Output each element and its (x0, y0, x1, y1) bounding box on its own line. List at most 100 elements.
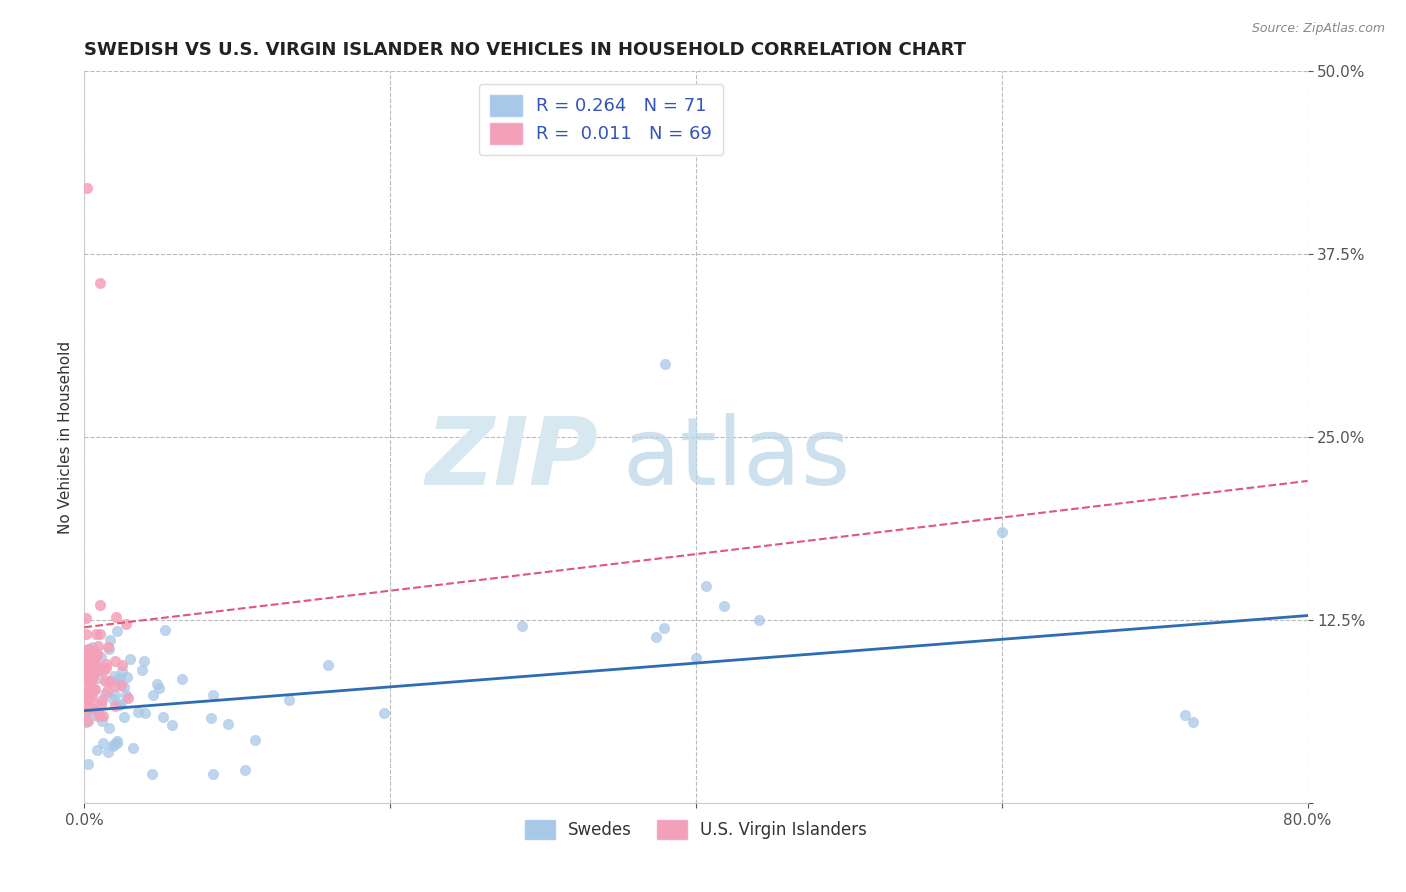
Point (76, 692, 98, 706)
Point (685, 651, 707, 665)
Point (104, 654, 127, 668)
Point (110, 697, 132, 711)
Point (86, 709, 108, 723)
Point (101, 739, 124, 753)
Point (104, 688, 127, 702)
Point (84, 649, 107, 664)
Point (105, 734, 128, 748)
Point (131, 663, 153, 677)
Point (89, 661, 111, 675)
Point (75, 714, 97, 729)
Point (75, 666, 97, 681)
Point (160, 717, 183, 731)
Point (644, 630, 666, 644)
Point (79, 673, 101, 687)
Point (94, 661, 117, 675)
Point (84, 653, 107, 667)
Point (90, 650, 112, 665)
Point (84, 627, 107, 641)
Point (75, 648, 97, 662)
Point (77, 642, 100, 657)
Point (90, 697, 112, 711)
Point (217, 716, 239, 731)
Text: ZIP: ZIP (425, 413, 598, 505)
Point (77, 663, 100, 677)
Point (77, 756, 100, 771)
Point (75, 683, 97, 698)
Y-axis label: No Vehicles in Household: No Vehicles in Household (58, 341, 73, 533)
Point (108, 698, 131, 712)
Point (115, 670, 138, 684)
Point (118, 652, 141, 666)
Point (110, 664, 132, 678)
Point (77, 652, 100, 666)
Point (103, 737, 125, 751)
Point (104, 679, 127, 693)
Point (97, 745, 120, 759)
Point (110, 671, 132, 685)
Point (713, 599, 735, 614)
Point (245, 733, 267, 747)
Point (105, 609, 128, 624)
Point (89, 627, 111, 641)
Point (114, 617, 136, 632)
Point (76, 714, 98, 729)
Text: Source: ZipAtlas.com: Source: ZipAtlas.com (1251, 22, 1385, 36)
Point (122, 740, 145, 755)
Point (91, 708, 114, 723)
Point (97, 640, 120, 654)
Point (98, 633, 121, 648)
Point (76, 699, 98, 714)
Text: atlas: atlas (623, 413, 851, 505)
Point (87, 706, 110, 720)
Point (75, 669, 97, 683)
Point (75, 685, 97, 699)
Point (98, 673, 121, 688)
Point (76, 642, 98, 657)
Point (97, 722, 120, 736)
Point (1174, 708, 1197, 723)
Point (75, 705, 97, 719)
Point (80, 655, 103, 669)
Point (79, 676, 101, 690)
Point (233, 764, 256, 778)
Point (90, 714, 112, 728)
Point (148, 681, 170, 696)
Point (103, 668, 125, 682)
Point (510, 619, 533, 633)
Point (80, 688, 103, 702)
Point (98, 673, 121, 688)
Point (114, 688, 136, 702)
Point (87, 660, 110, 674)
Point (86, 664, 108, 678)
Point (654, 357, 676, 371)
Point (75, 694, 97, 708)
Point (127, 705, 149, 719)
Point (91, 693, 114, 707)
Text: SWEDISH VS U.S. VIRGIN ISLANDER NO VEHICLES IN HOUSEHOLD CORRELATION CHART: SWEDISH VS U.S. VIRGIN ISLANDER NO VEHIC… (84, 41, 966, 59)
Point (104, 698, 127, 713)
Point (77, 645, 100, 659)
Point (170, 672, 193, 686)
Point (277, 693, 299, 707)
Point (201, 766, 224, 780)
Point (80, 657, 103, 671)
Point (82, 669, 104, 683)
Point (134, 706, 156, 720)
Point (79, 661, 101, 675)
Point (86, 647, 108, 661)
Point (87, 639, 110, 653)
Point (76, 659, 98, 673)
Point (93, 687, 115, 701)
Point (141, 766, 163, 780)
Point (76, 673, 98, 688)
Point (112, 681, 135, 695)
Point (91, 664, 114, 678)
Point (94, 657, 117, 671)
Point (652, 621, 675, 635)
Point (105, 736, 128, 750)
Point (75, 694, 97, 708)
Point (117, 690, 139, 705)
Point (695, 579, 717, 593)
Point (200, 711, 222, 725)
